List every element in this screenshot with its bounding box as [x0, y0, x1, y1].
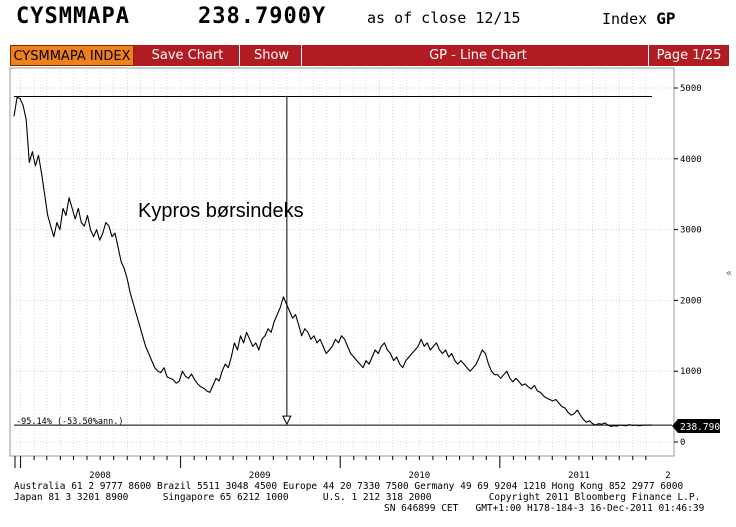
chart-series	[13, 96, 652, 427]
session-info: SN 646899 CET GMT+1:00 H178-184-3 16-Dec…	[384, 503, 705, 514]
plot-frame	[9, 67, 675, 457]
series-line-0	[13, 96, 652, 427]
function-toolbar: CYSMMAPA INDEX Save Chart Show GP - Line…	[10, 45, 729, 66]
last-value-label: 238.7900	[680, 422, 726, 433]
index-label: Index	[602, 10, 648, 28]
y-tick-label: 3000	[680, 226, 702, 236]
x-tick-label: 2010	[409, 471, 431, 481]
chart-type-title: GP - Line Chart	[429, 48, 527, 63]
index-function: GP	[656, 9, 676, 28]
y-tick-label: 0	[680, 438, 685, 448]
x-tick-label: 2011	[568, 471, 590, 481]
last-price: 238.7900Y	[198, 4, 327, 29]
y-tick-label: 5000	[680, 84, 702, 94]
scroll-arrow-icon[interactable]: «	[726, 268, 732, 279]
contact-line-2: Japan 81 3 3201 8900 Singapore 65 6212 1…	[14, 492, 701, 503]
x-tick-label: 2009	[249, 471, 271, 481]
security-name-button[interactable]: CYSMMAPA INDEX	[10, 45, 134, 66]
y-tick-label: 4000	[680, 155, 702, 165]
chart-axes: 0 1000 2000 3000 4000 5000 2008 2009 2010 2011 2	[14, 84, 702, 481]
x-tick-label: 2	[665, 471, 670, 481]
marker-arrow-icon	[282, 415, 292, 426]
y-tick-label: 1000	[680, 367, 702, 377]
chart-grid	[10, 68, 674, 456]
chart-header: CYSMMAPA 238.7900Y as of close 12/15 Ind…	[0, 0, 736, 40]
chart-title: Kypros børsindeks	[138, 200, 304, 222]
ticker-symbol: CYSMMAPA	[16, 4, 130, 29]
change-note: -95.14% (-53.50%ann.)	[16, 417, 123, 427]
page-indicator[interactable]: Page 1/25	[648, 45, 729, 66]
index-code: Index GP	[602, 9, 675, 28]
contact-line-1: Australia 61 2 9777 8600 Brazil 5511 304…	[14, 481, 684, 492]
show-button[interactable]: Show	[242, 45, 302, 66]
save-chart-button[interactable]: Save Chart	[136, 45, 240, 66]
chart-annotations	[14, 95, 672, 426]
as-of-date: as of close 12/15	[367, 9, 521, 27]
y-tick-label: 2000	[680, 296, 702, 306]
x-tick-label: 2008	[89, 471, 111, 481]
last-value-tag: 238.7900	[672, 419, 726, 433]
